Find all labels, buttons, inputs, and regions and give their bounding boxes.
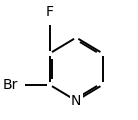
Text: Br: Br	[3, 78, 18, 92]
Text: F: F	[46, 5, 54, 19]
Text: N: N	[71, 94, 81, 108]
